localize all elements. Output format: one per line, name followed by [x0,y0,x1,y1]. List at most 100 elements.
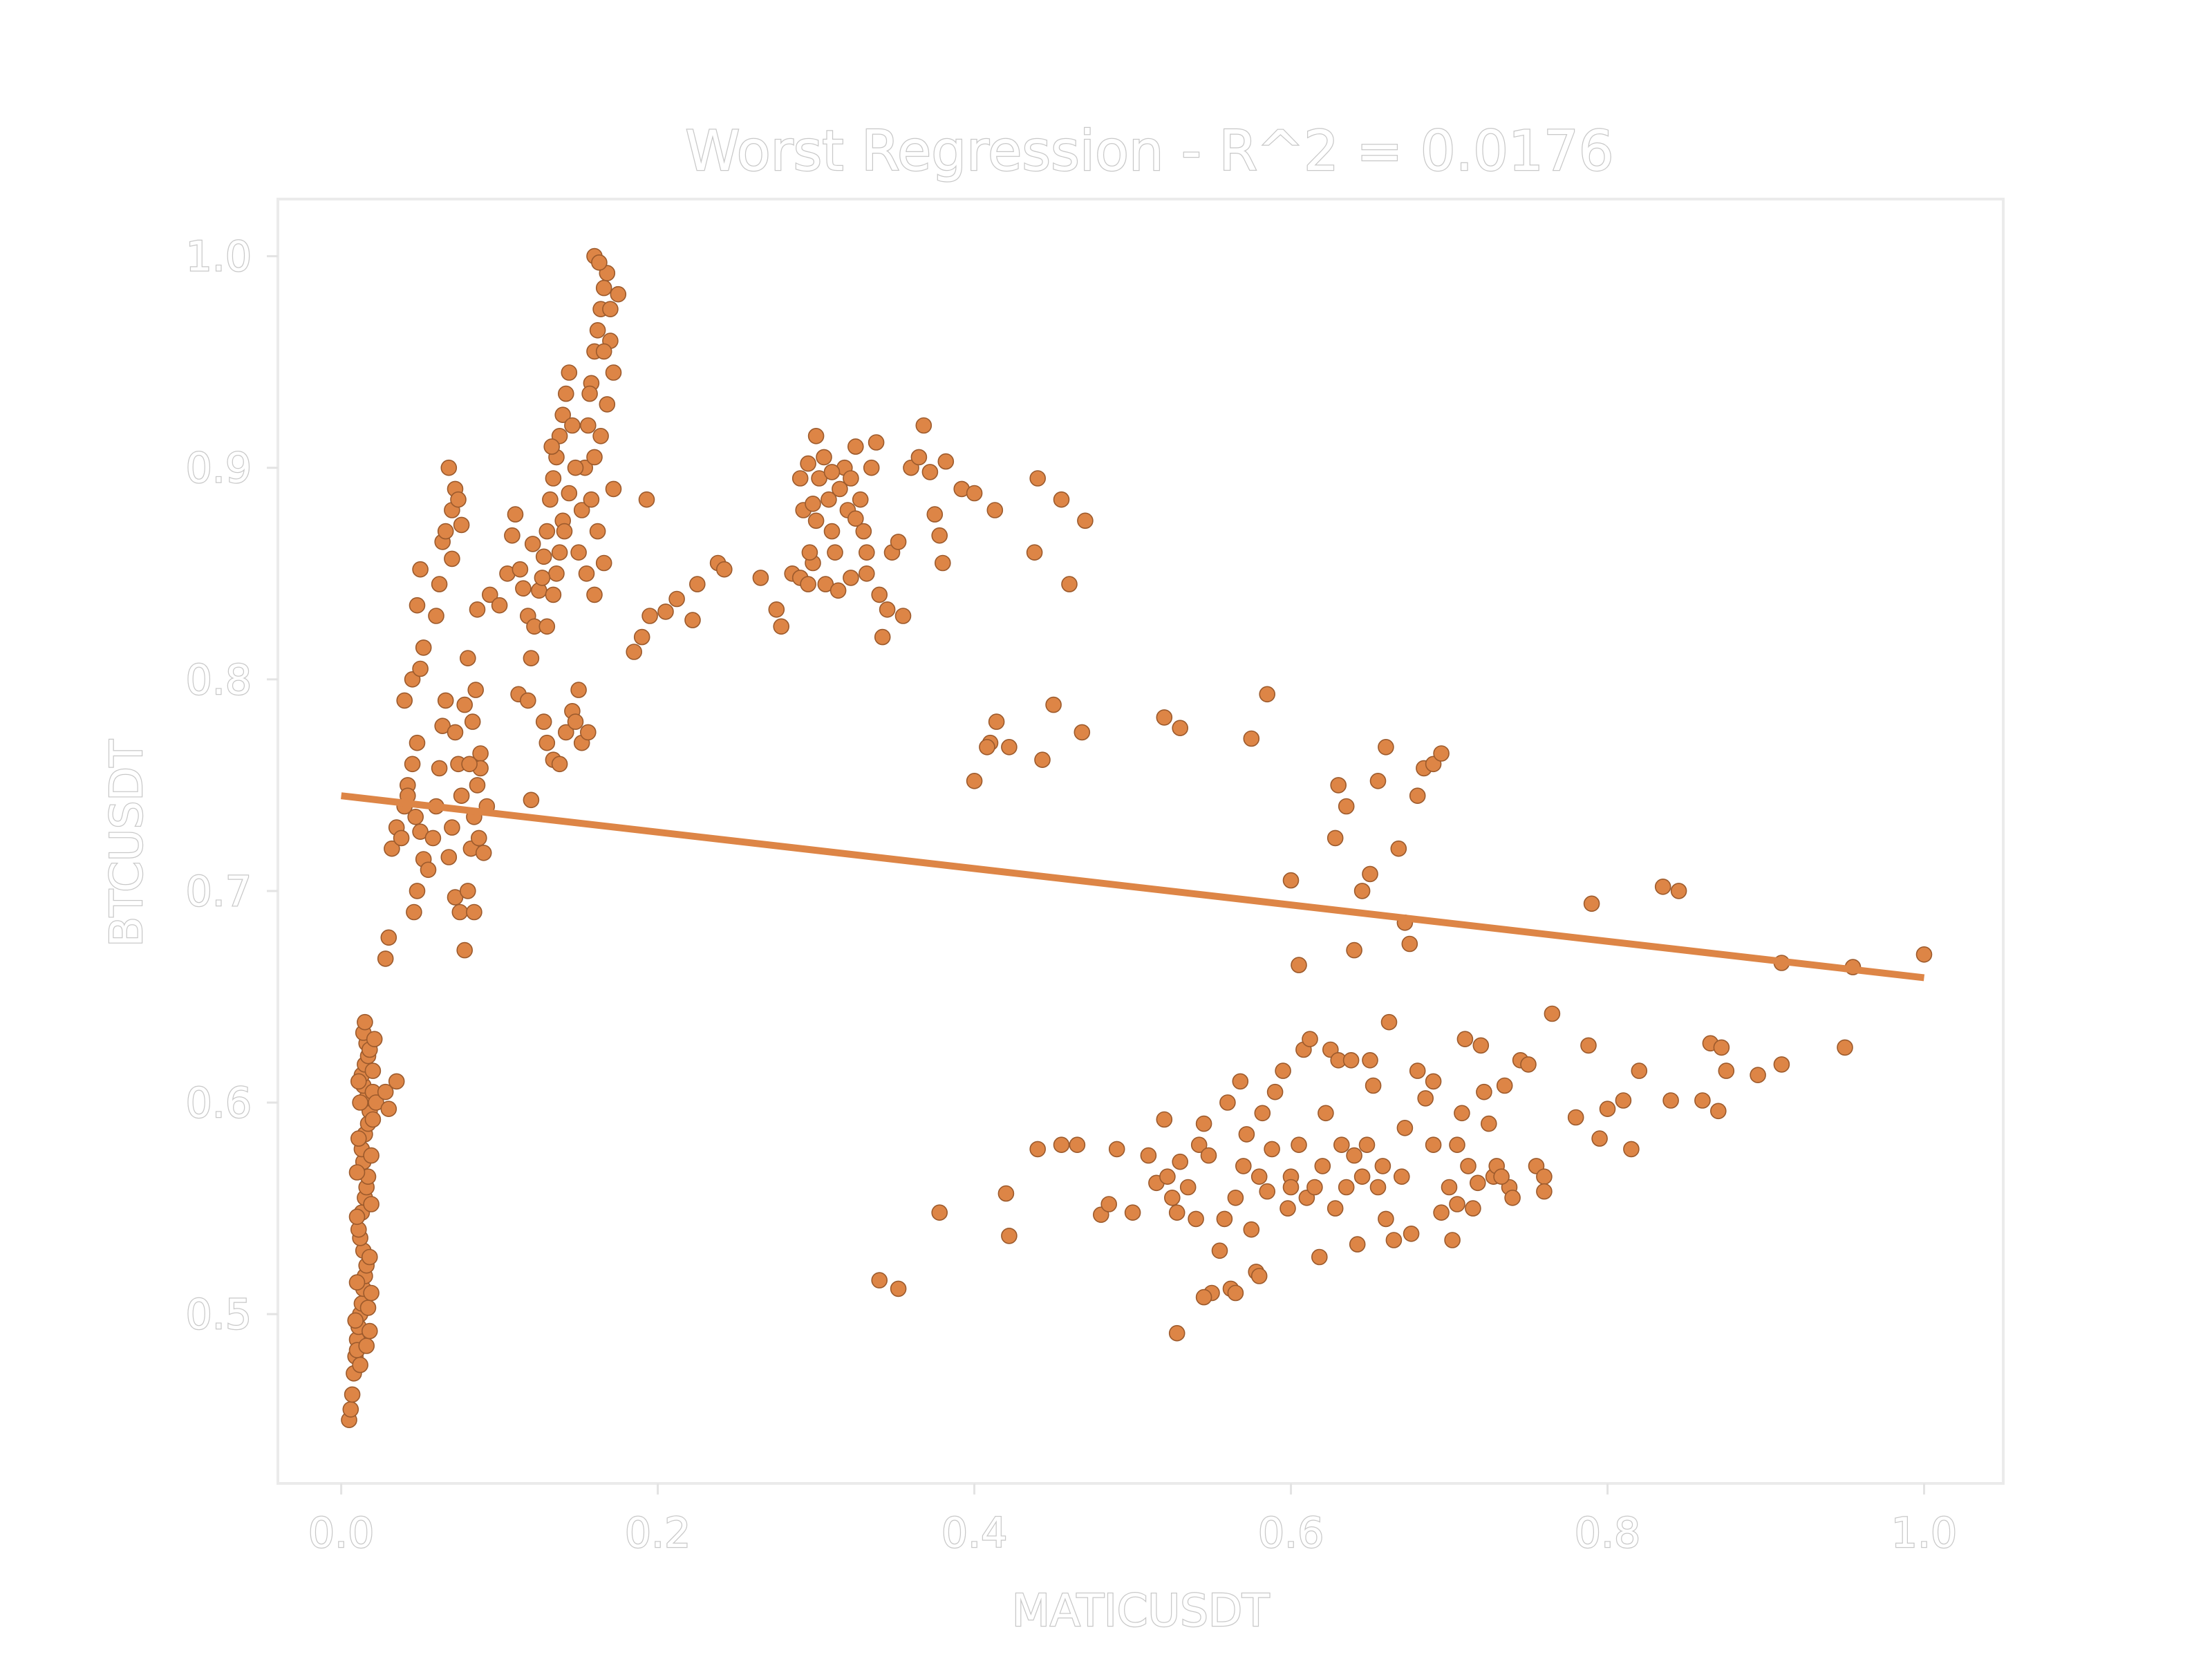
data-point [407,809,424,825]
data-point [551,756,568,773]
data-point [1318,1105,1334,1122]
data-point [456,696,474,713]
data-point [1425,1136,1442,1153]
data-point [412,660,429,677]
y-tick-label: 0.9 [186,444,252,493]
data-point [1433,1204,1450,1221]
data-point [1172,720,1188,736]
data-point [1156,709,1173,726]
data-point [350,1130,367,1147]
data-point [567,459,584,476]
data-point [534,570,551,586]
data-point [859,544,875,561]
data-point [459,650,476,667]
data-point [915,417,932,434]
data-point [830,582,847,599]
data-point [1302,1031,1318,1047]
data-point [469,777,486,794]
data-point [1211,1242,1228,1259]
data-point [595,279,612,297]
data-point [935,554,951,572]
data-point [1282,872,1300,889]
y-tick-label: 0.7 [186,868,252,916]
data-point [668,590,685,608]
data-point [1314,1158,1331,1174]
data-point [1583,895,1600,912]
data-point [1623,1141,1640,1158]
data-point [348,1274,366,1291]
data-point [1026,544,1043,561]
data-point [843,570,859,586]
data-point [1124,1204,1141,1221]
data-point [444,550,460,568]
data-point [344,1386,361,1403]
data-point [451,903,469,921]
data-point [523,791,540,809]
data-point [581,385,598,402]
data-point [1346,1147,1362,1164]
data-point [357,1013,373,1031]
data-point [1476,1083,1492,1100]
data-point [1306,1179,1323,1196]
data-point [384,840,400,857]
data-point [657,603,674,620]
data-point [350,1073,367,1090]
data-point [890,1280,907,1297]
data-point [1362,1052,1378,1069]
data-point [1108,1141,1125,1158]
data-point [347,1312,364,1329]
data-point [561,485,578,502]
data-point [1216,1210,1233,1228]
data-point [1227,1284,1244,1302]
data-point [1250,1168,1268,1185]
data-point [1454,1105,1470,1122]
data-point [1396,1120,1414,1136]
data-point [396,692,413,709]
data-point [491,597,508,614]
data-point [1330,777,1347,794]
data-point [1493,1168,1510,1185]
data-point [459,883,476,899]
data-point [380,1100,397,1117]
data-point [415,639,432,656]
data-point [538,734,556,751]
data-point [1311,1248,1328,1266]
data-point [1029,1141,1046,1158]
data-point [1227,1190,1244,1206]
data-point [937,453,955,470]
data-point [879,601,896,618]
data-point [519,692,536,709]
x-axis-label: MATICUSDT [1012,1586,1270,1637]
data-point [1200,1147,1217,1164]
data-point [1254,1105,1271,1122]
data-point [1243,1221,1260,1238]
data-point [827,544,843,561]
data-point [467,682,485,698]
x-tick-label: 0.8 [1575,1509,1640,1557]
data-point [1654,879,1671,895]
data-point [348,1208,366,1226]
data-point [1465,1200,1481,1217]
data-point [1034,751,1051,768]
data-point [823,464,841,480]
data-point [1773,1056,1790,1073]
data-point [578,565,595,582]
data-point [966,773,983,789]
data-point [1362,865,1378,883]
data-point [440,459,458,476]
data-point [1631,1062,1648,1079]
data-point [554,406,572,424]
x-tick-label: 0.6 [1258,1509,1324,1557]
data-point [1053,1136,1070,1153]
data-point [1378,1210,1394,1228]
data-point [1188,1210,1204,1228]
data-point [412,561,429,578]
x-tick-label: 0.4 [941,1509,1007,1557]
data-point [538,523,556,540]
data-point [602,301,619,318]
data-point [599,396,616,413]
data-point [1444,1232,1461,1248]
data-point [1282,1179,1300,1196]
data-point [358,1338,375,1354]
data-point [1074,724,1091,741]
